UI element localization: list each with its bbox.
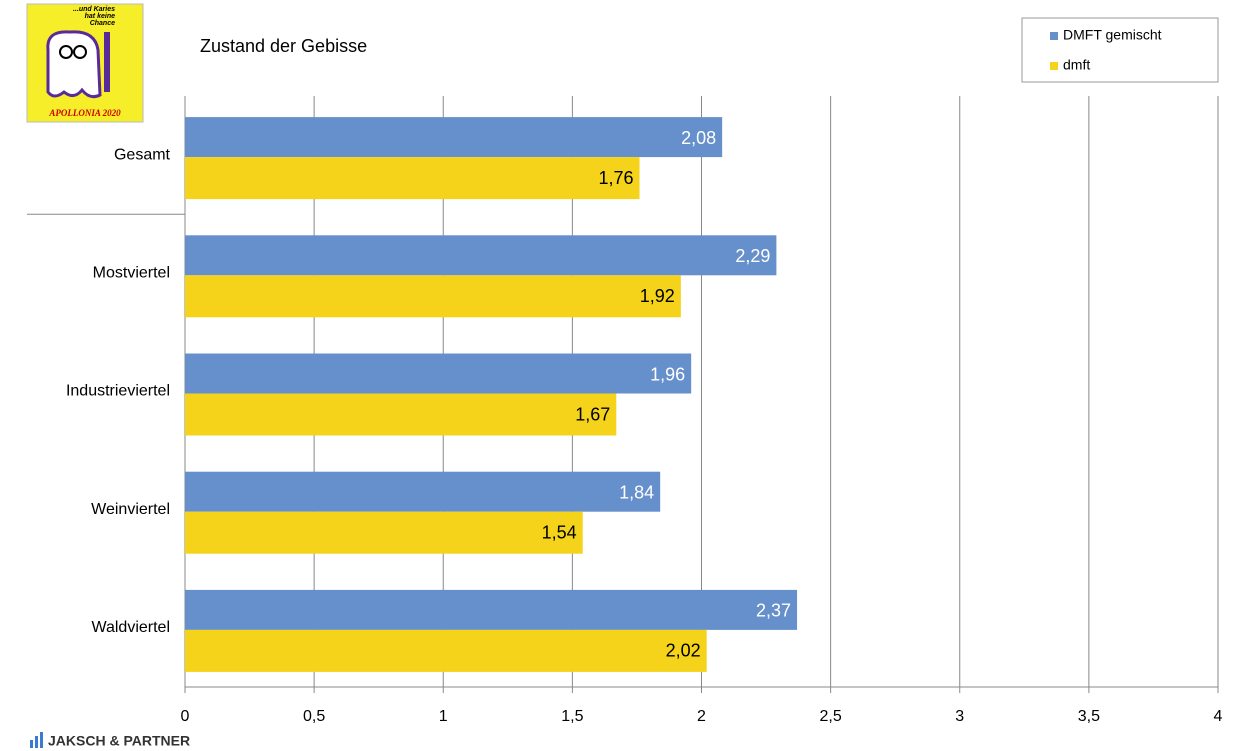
footer-icon: [40, 732, 43, 748]
value-label: 1,54: [542, 522, 577, 542]
value-label: 1,96: [650, 364, 685, 384]
logo-eye: [59, 45, 73, 59]
value-label: 1,84: [619, 482, 654, 502]
logo-slogan: hat keine: [85, 13, 115, 20]
x-tick-label: 1,5: [561, 708, 583, 725]
legend-label: DMFT gemischt: [1063, 27, 1162, 43]
bar: [185, 589, 798, 630]
x-tick-label: 0: [181, 708, 190, 725]
x-tick-label: 2: [697, 708, 706, 725]
logo: ...und Karies hat keine Chance APOLLONIA…: [26, 3, 144, 123]
logo-slogan: Chance: [90, 20, 115, 27]
x-tick-label: 1: [439, 708, 448, 725]
value-label: 2,29: [735, 246, 770, 266]
bar: [185, 157, 640, 200]
y-tick-label: Gesamt: [114, 146, 171, 163]
x-tick-label: 4: [1214, 708, 1223, 725]
logo-name: APOLLONIA 2020: [48, 108, 121, 118]
bar: [185, 117, 723, 158]
footer-icon: [35, 736, 38, 748]
x-tick-label: 3,5: [1078, 708, 1100, 725]
value-label: 1,92: [640, 286, 675, 306]
chart-title: Zustand der Gebisse: [200, 36, 367, 56]
y-tick-label: Mostviertel: [93, 265, 170, 282]
footer-company: JAKSCH & PARTNER: [48, 733, 190, 749]
x-tick-label: 3: [955, 708, 964, 725]
logo-eye: [73, 45, 87, 59]
value-label: 2,08: [681, 128, 716, 148]
x-tick-label: 2,5: [820, 708, 842, 725]
bar: [185, 629, 707, 672]
logo-brush: [104, 32, 110, 92]
bar: [185, 511, 583, 554]
logo-tooth: [46, 30, 102, 99]
logo-slogan: ...und Karies: [73, 6, 115, 13]
value-label: 1,76: [598, 168, 633, 188]
legend-box: [1021, 17, 1219, 83]
y-tick-label: Weinviertel: [91, 501, 170, 518]
legend-swatch: [1050, 32, 1058, 40]
x-tick-label: 0,5: [303, 708, 325, 725]
bar: [185, 275, 681, 318]
value-label: 1,67: [575, 404, 610, 424]
footer-icon: [30, 740, 33, 748]
bar: [185, 471, 661, 512]
bar: [185, 393, 617, 436]
bar: [185, 235, 777, 276]
value-label: 2,02: [666, 641, 701, 661]
legend-swatch: [1050, 62, 1058, 70]
value-label: 2,37: [756, 601, 791, 621]
footer: JAKSCH & PARTNER: [30, 732, 190, 749]
bar: [185, 353, 692, 394]
y-tick-label: Waldviertel: [91, 619, 170, 636]
legend-label: dmft: [1063, 57, 1090, 73]
y-tick-label: Industrieviertel: [66, 383, 170, 400]
